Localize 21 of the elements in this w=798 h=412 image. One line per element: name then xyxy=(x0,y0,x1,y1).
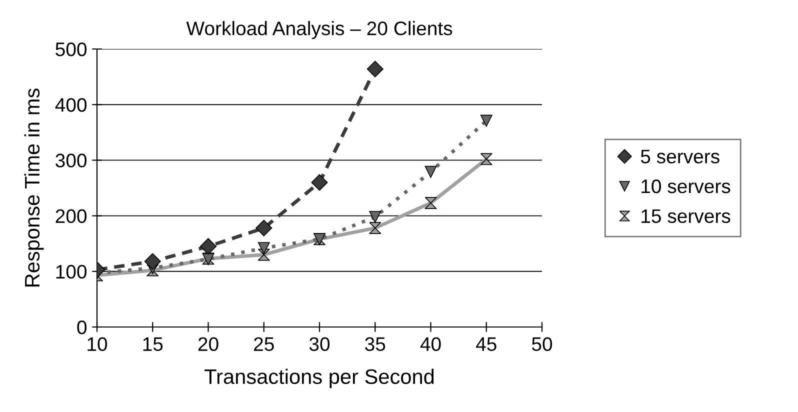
x-tick-label: 25 xyxy=(254,337,274,352)
y-axis-title: Response Time in ms xyxy=(24,88,44,286)
x-tick-label: 35 xyxy=(365,337,386,352)
x-tick-label: 30 xyxy=(309,337,330,352)
x-tick-label: 10 xyxy=(88,337,108,352)
x-tick-label: 20 xyxy=(198,337,218,352)
x-tick-label: 40 xyxy=(420,337,441,352)
legend-label: 10 servers xyxy=(642,179,730,194)
x-tick-label: 45 xyxy=(476,337,496,352)
y-tick-label: 300 xyxy=(56,154,87,168)
y-tick-label: 100 xyxy=(56,264,87,279)
y-tick-label: 500 xyxy=(56,42,87,56)
y-tick-label: 0 xyxy=(77,320,87,334)
chart-title: Workload Analysis – 20 Clients xyxy=(186,21,452,40)
x-tick-label: 50 xyxy=(532,337,552,352)
legend-label: 5 servers xyxy=(640,150,720,164)
y-tick-label: 400 xyxy=(55,98,87,112)
legend-label: 15 servers xyxy=(642,209,730,224)
y-tick-label: 200 xyxy=(56,209,87,224)
x-axis-title: Transactions per Second xyxy=(204,368,434,388)
x-tick-label: 15 xyxy=(143,337,163,352)
